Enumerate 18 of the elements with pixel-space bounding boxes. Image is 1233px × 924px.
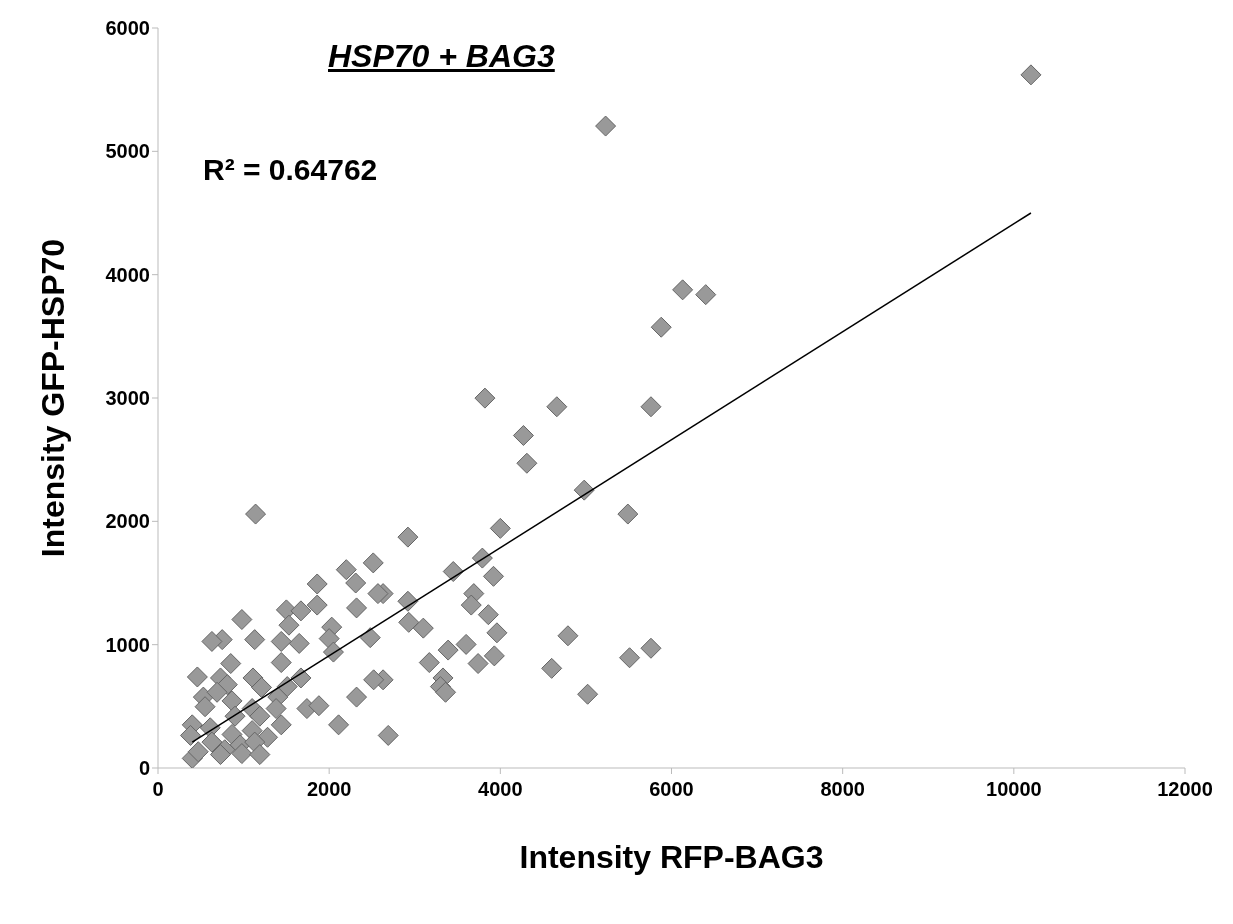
y-tick-label: 1000 — [105, 633, 150, 656]
y-tick-label: 4000 — [105, 263, 150, 286]
x-tick-label: 6000 — [649, 778, 694, 801]
y-tick-label: 3000 — [105, 387, 150, 410]
x-tick-label: 10000 — [986, 778, 1042, 801]
annotation: R² = 0.64762 — [203, 153, 378, 187]
x-tick-label: 12000 — [1157, 778, 1213, 801]
y-axis-title: Intensity GFP-HSP70 — [35, 238, 72, 558]
y-tick-label: 0 — [138, 757, 150, 780]
x-tick-label: 4000 — [478, 778, 523, 801]
y-tick-label: 5000 — [105, 140, 150, 163]
x-tick-label: 0 — [152, 778, 164, 801]
y-tick-label: 2000 — [105, 510, 150, 533]
x-tick-label: 2000 — [306, 778, 352, 801]
chart-title: HSP70 + BAG3 — [328, 38, 555, 75]
x-axis-title: Intensity RFP-BAG3 — [519, 839, 824, 875]
y-tick-label: 6000 — [105, 17, 150, 40]
x-tick-label: 8000 — [820, 778, 865, 801]
